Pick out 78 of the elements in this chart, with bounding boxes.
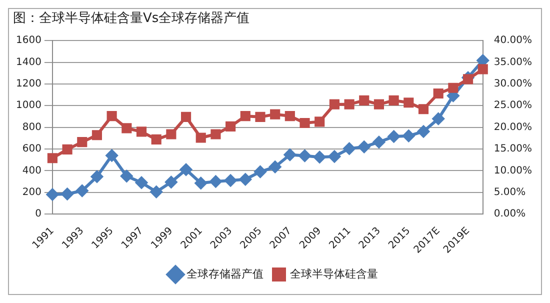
point <box>418 104 429 114</box>
point <box>418 125 430 138</box>
point <box>62 144 72 154</box>
point <box>136 176 148 189</box>
point <box>270 109 280 120</box>
y-tick-label: 800 <box>22 122 42 133</box>
chart-title: 图：全球半导体硅含量Vs全球存储器产值 <box>13 11 250 26</box>
point <box>372 136 385 148</box>
point <box>226 121 236 132</box>
point <box>194 177 207 190</box>
point <box>254 166 266 178</box>
point <box>359 95 370 106</box>
point <box>462 74 474 84</box>
point <box>300 118 310 128</box>
point <box>255 112 266 122</box>
point <box>224 174 237 186</box>
point <box>196 132 206 143</box>
y-tick-label: 0 <box>35 208 42 220</box>
point <box>239 173 252 186</box>
point <box>478 64 488 74</box>
point <box>180 164 192 176</box>
point <box>210 129 221 140</box>
point <box>106 150 118 162</box>
point <box>402 130 415 142</box>
point <box>120 170 133 182</box>
legend-label: 全球半导体硅含量 <box>290 267 378 280</box>
point <box>61 188 74 200</box>
point <box>166 129 176 140</box>
y2-tick-label: 25.00% <box>494 100 532 112</box>
legend-label: 全球存储器产值 <box>186 267 264 280</box>
point <box>329 99 340 110</box>
point <box>432 112 444 125</box>
y-tick-label: 1400 <box>16 56 42 68</box>
y2-tick-label: 35.00% <box>494 56 532 68</box>
point <box>388 95 399 106</box>
y-tick-label: 1600 <box>16 35 42 46</box>
point <box>344 99 354 110</box>
point <box>122 123 132 134</box>
point <box>210 176 222 188</box>
point <box>314 151 326 164</box>
point <box>358 140 370 153</box>
point <box>150 186 162 198</box>
point <box>47 153 58 164</box>
y2-tick-label: 5.00% <box>494 186 526 198</box>
y2-tick-label: 30.00% <box>494 78 532 90</box>
point <box>180 112 192 122</box>
y-tick-label: 600 <box>22 144 42 155</box>
point <box>343 142 356 155</box>
point <box>106 111 117 122</box>
point <box>136 126 147 137</box>
point <box>374 99 384 110</box>
y-tick-label: 1000 <box>16 100 42 112</box>
y2-tick-label: 15.00% <box>494 144 532 155</box>
y2-tick-label: 40.00% <box>494 35 532 46</box>
y-tick-label: 200 <box>22 186 42 198</box>
point <box>284 148 296 161</box>
point <box>404 98 414 108</box>
point <box>90 170 103 183</box>
y-tick-label: 400 <box>22 165 42 176</box>
point <box>46 188 58 201</box>
y2-tick-label: 10.00% <box>494 165 532 176</box>
point <box>92 130 102 140</box>
point <box>448 82 458 93</box>
point <box>388 130 400 143</box>
y-tick-label: 1200 <box>16 78 42 90</box>
point <box>284 111 295 122</box>
point <box>314 116 325 127</box>
point <box>165 176 178 188</box>
point <box>240 111 250 122</box>
point <box>433 88 444 99</box>
point <box>269 160 282 173</box>
point <box>151 134 162 145</box>
point <box>298 150 311 162</box>
point <box>328 150 340 162</box>
y2-tick-label: 20.00% <box>494 122 532 133</box>
y2-tick-label: 0.00% <box>494 208 526 220</box>
point <box>77 137 88 148</box>
point <box>76 184 88 197</box>
